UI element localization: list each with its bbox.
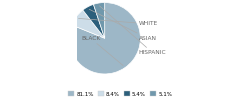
Text: BLACK: BLACK <box>81 36 123 66</box>
Text: WHITE: WHITE <box>78 18 158 26</box>
Text: ASIAN: ASIAN <box>89 9 157 41</box>
Wedge shape <box>93 2 105 38</box>
Legend: 81.1%, 8.4%, 5.4%, 5.1%: 81.1%, 8.4%, 5.4%, 5.1% <box>67 91 173 97</box>
Text: HISPANIC: HISPANIC <box>99 6 166 55</box>
Wedge shape <box>83 4 105 38</box>
Wedge shape <box>72 10 105 38</box>
Wedge shape <box>69 2 140 74</box>
